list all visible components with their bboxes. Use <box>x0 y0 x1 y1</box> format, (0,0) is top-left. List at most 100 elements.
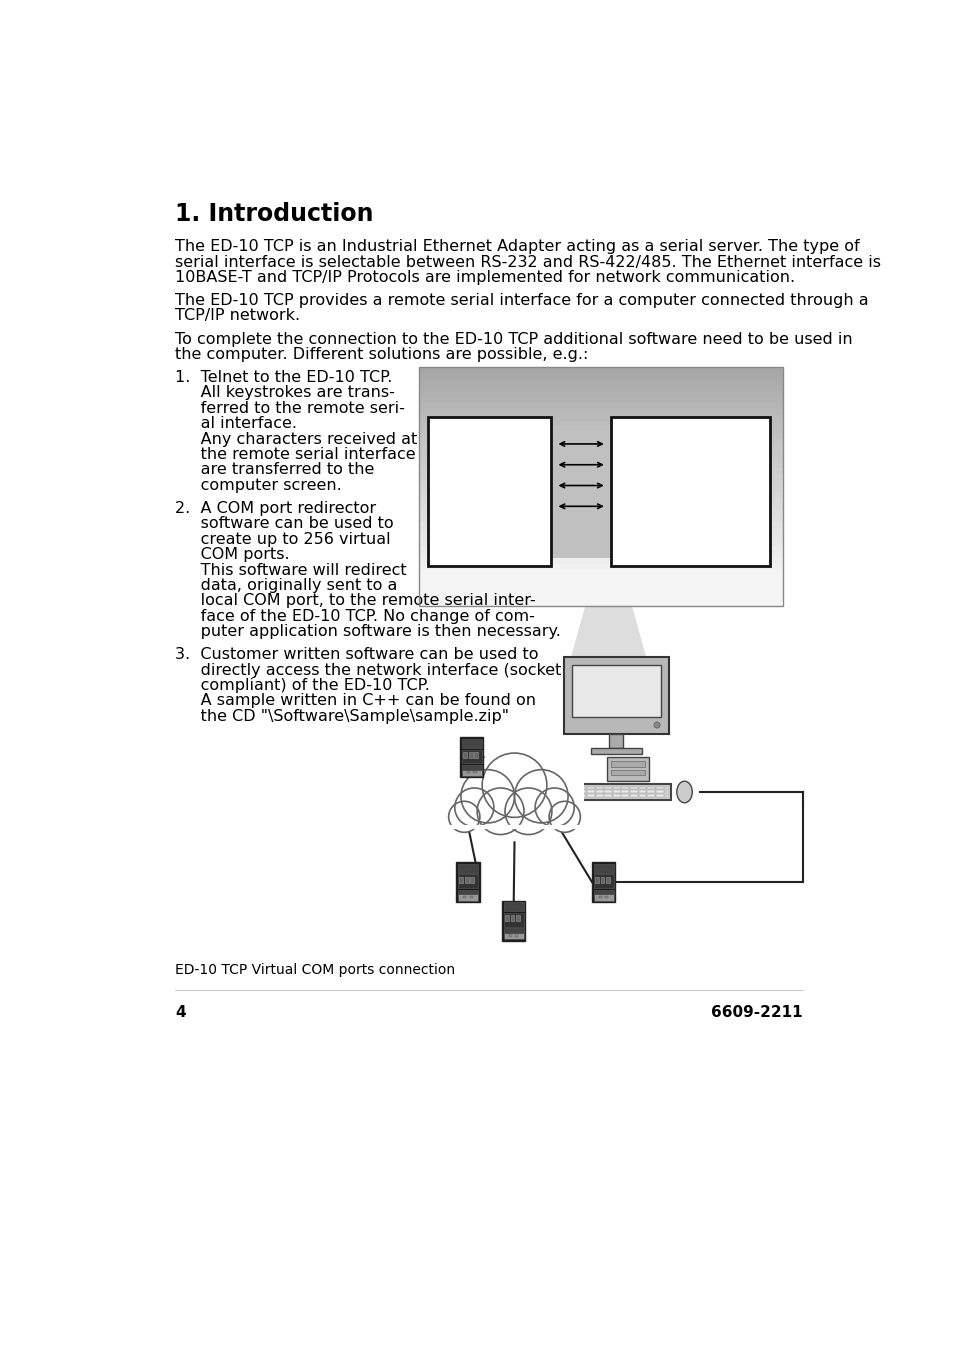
Bar <box>464 877 468 882</box>
Bar <box>418 593 782 600</box>
Bar <box>418 511 782 517</box>
Bar <box>603 794 612 797</box>
Text: the computer. Different solutions are possible, e.g.:: the computer. Different solutions are po… <box>174 347 588 362</box>
Bar <box>604 896 608 898</box>
Bar <box>552 790 560 793</box>
Bar <box>503 928 523 936</box>
Bar <box>595 786 603 789</box>
Text: face of the ED-10 TCP. No change of com-: face of the ED-10 TCP. No change of com- <box>174 609 535 624</box>
Bar <box>418 534 782 540</box>
Bar <box>418 367 782 374</box>
Bar <box>510 915 514 921</box>
Bar <box>638 794 646 797</box>
Bar <box>578 794 586 797</box>
Text: 3.  Customer written software can be used to: 3. Customer written software can be used… <box>174 647 538 662</box>
Bar <box>418 600 782 607</box>
Ellipse shape <box>676 781 692 802</box>
Bar <box>418 385 782 392</box>
Bar <box>509 935 512 936</box>
Text: are transferred to the: are transferred to the <box>174 462 374 477</box>
Bar <box>593 894 613 901</box>
Bar <box>603 786 612 789</box>
Bar <box>457 890 477 897</box>
Circle shape <box>460 770 514 823</box>
Bar <box>612 790 620 793</box>
Bar <box>418 588 782 594</box>
Bar <box>418 474 782 481</box>
Text: TCP/IP network.: TCP/IP network. <box>174 308 300 323</box>
Bar <box>461 750 481 763</box>
Bar <box>418 570 782 577</box>
Text: Any characters received at: Any characters received at <box>174 431 416 447</box>
Text: computer screen.: computer screen. <box>174 478 341 493</box>
Bar <box>503 902 523 912</box>
Bar <box>552 794 560 797</box>
Bar <box>603 790 612 793</box>
Bar <box>418 492 782 499</box>
Bar <box>563 657 668 734</box>
Bar <box>474 753 477 758</box>
Circle shape <box>448 801 479 832</box>
Bar <box>552 786 560 789</box>
Bar <box>418 546 782 553</box>
Bar <box>418 415 782 422</box>
Text: compliant) of the ED-10 TCP.: compliant) of the ED-10 TCP. <box>174 678 430 693</box>
Bar <box>605 877 609 882</box>
Bar <box>418 504 782 511</box>
Bar <box>571 665 660 717</box>
Bar <box>461 765 481 773</box>
Bar <box>578 786 586 789</box>
Bar <box>418 521 782 528</box>
Bar <box>516 915 519 921</box>
Bar <box>418 420 782 427</box>
Bar <box>586 790 595 793</box>
Bar <box>546 785 670 800</box>
Bar <box>586 794 595 797</box>
Bar <box>646 786 655 789</box>
Text: the remote serial interface: the remote serial interface <box>174 447 416 462</box>
Bar <box>646 790 655 793</box>
Text: All keystrokes are trans-: All keystrokes are trans- <box>174 385 395 400</box>
Bar <box>444 761 583 827</box>
Bar <box>418 582 782 589</box>
Bar <box>459 877 463 882</box>
Polygon shape <box>569 605 647 661</box>
Bar <box>418 432 782 439</box>
Text: 6609-2211: 6609-2211 <box>710 1005 802 1020</box>
Bar <box>620 790 629 793</box>
Text: The ED-10 TCP is an Industrial Ethernet Adapter acting as a serial server. The t: The ED-10 TCP is an Industrial Ethernet … <box>174 239 859 254</box>
Bar <box>629 786 638 789</box>
Bar <box>461 739 481 748</box>
Bar <box>469 896 472 898</box>
Circle shape <box>514 770 567 823</box>
Bar <box>609 734 622 748</box>
Bar <box>457 894 477 901</box>
Bar <box>569 786 578 789</box>
Bar <box>593 863 613 873</box>
Circle shape <box>481 753 546 817</box>
Bar <box>418 367 782 605</box>
Bar <box>646 794 655 797</box>
Bar <box>418 576 782 582</box>
Bar <box>418 528 782 535</box>
Bar <box>461 770 481 775</box>
Bar <box>418 563 782 570</box>
Bar <box>591 748 640 754</box>
Bar <box>418 409 782 416</box>
Text: 10BASE-T and TCP/IP Protocols are implemented for network communication.: 10BASE-T and TCP/IP Protocols are implem… <box>174 270 795 285</box>
Bar <box>611 770 644 775</box>
Text: data, originally sent to a: data, originally sent to a <box>174 578 397 593</box>
Bar <box>463 753 467 758</box>
Text: puter application software is then necessary.: puter application software is then neces… <box>174 624 560 639</box>
Bar <box>629 790 638 793</box>
Bar <box>599 877 604 882</box>
Bar <box>560 790 569 793</box>
Bar <box>578 790 586 793</box>
Text: The ED-10 TCP provides a remote serial interface for a computer connected throug: The ED-10 TCP provides a remote serial i… <box>174 293 868 308</box>
Bar <box>569 794 578 797</box>
Bar <box>418 516 782 523</box>
Text: create up to 256 virtual: create up to 256 virtual <box>174 532 391 547</box>
Text: software can be used to: software can be used to <box>174 516 394 531</box>
Bar <box>655 794 663 797</box>
Bar <box>560 794 569 797</box>
